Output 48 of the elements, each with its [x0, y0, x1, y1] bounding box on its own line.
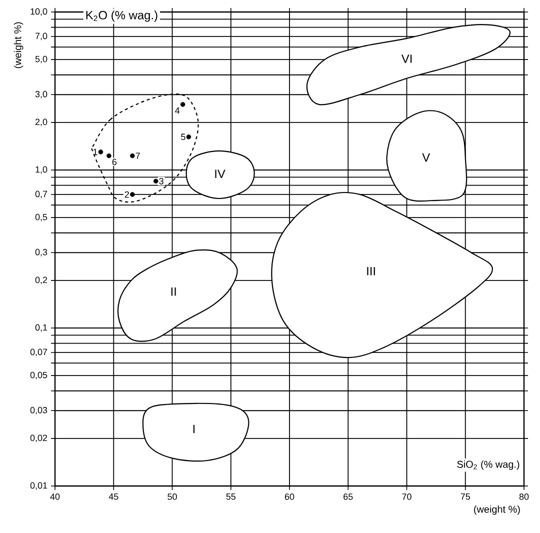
annotation: V	[422, 153, 430, 162]
y-tick-label: 0,02	[30, 434, 48, 442]
y-tick-label: 0,3	[35, 248, 48, 256]
y-tick-label: 0,5	[35, 214, 48, 222]
annotation: II	[171, 287, 176, 296]
point	[98, 150, 104, 154]
annotation: 3	[159, 178, 164, 184]
annotation: 7	[136, 152, 140, 159]
point	[180, 102, 186, 107]
y-axis-title: (weight %)	[14, 22, 24, 68]
annotation: 5	[181, 134, 186, 140]
y-tick-label: 7,0	[35, 32, 48, 40]
x-tick-label: 65	[344, 493, 353, 500]
annotation: 4	[175, 107, 180, 114]
x-tick-label: 75	[460, 494, 470, 500]
x-tick-label: 60	[284, 493, 294, 500]
x-axis-title: (weight %)	[474, 505, 520, 515]
y-tick-label: 0,07	[30, 348, 48, 356]
y-tick-label: 0,05	[30, 372, 48, 380]
x-tick-label: 45	[108, 494, 118, 500]
y-tick-label: 0,03	[30, 406, 48, 414]
y-tick-label: 3,0	[35, 90, 48, 98]
x-tick-label: 50	[168, 493, 177, 500]
x-tick-label: 70	[402, 493, 412, 500]
annotation: IV	[215, 170, 226, 178]
annotation: 6	[112, 158, 117, 166]
point	[186, 134, 192, 140]
annotation: SiO$_{2}$ (% wag.)	[457, 460, 520, 470]
y-tick-label: 2,0	[35, 118, 48, 126]
annotation: I	[193, 424, 194, 434]
point	[130, 153, 135, 158]
y-tick-label: 0,7	[35, 190, 48, 198]
y-tick-label: 0,1	[35, 324, 48, 332]
x-tick-label: 55	[226, 494, 236, 500]
annotation: VI	[401, 54, 412, 63]
y-tick-label: 10,0	[30, 8, 48, 16]
chart-title: K$_{2}$O (% wag.)	[86, 10, 158, 22]
annotation: III	[367, 267, 375, 276]
y-tick-label: 0,01	[30, 482, 48, 490]
y-tick-label: 0,2	[35, 276, 48, 284]
x-tick-label: 80	[519, 493, 529, 500]
point	[106, 153, 112, 158]
y-tick-label: 1,0	[36, 166, 48, 174]
annotation: 2	[124, 191, 129, 198]
x-tick-label: 40	[50, 493, 60, 500]
point	[130, 192, 135, 197]
point	[153, 178, 158, 184]
y-tick-label: 5,0	[35, 56, 48, 64]
